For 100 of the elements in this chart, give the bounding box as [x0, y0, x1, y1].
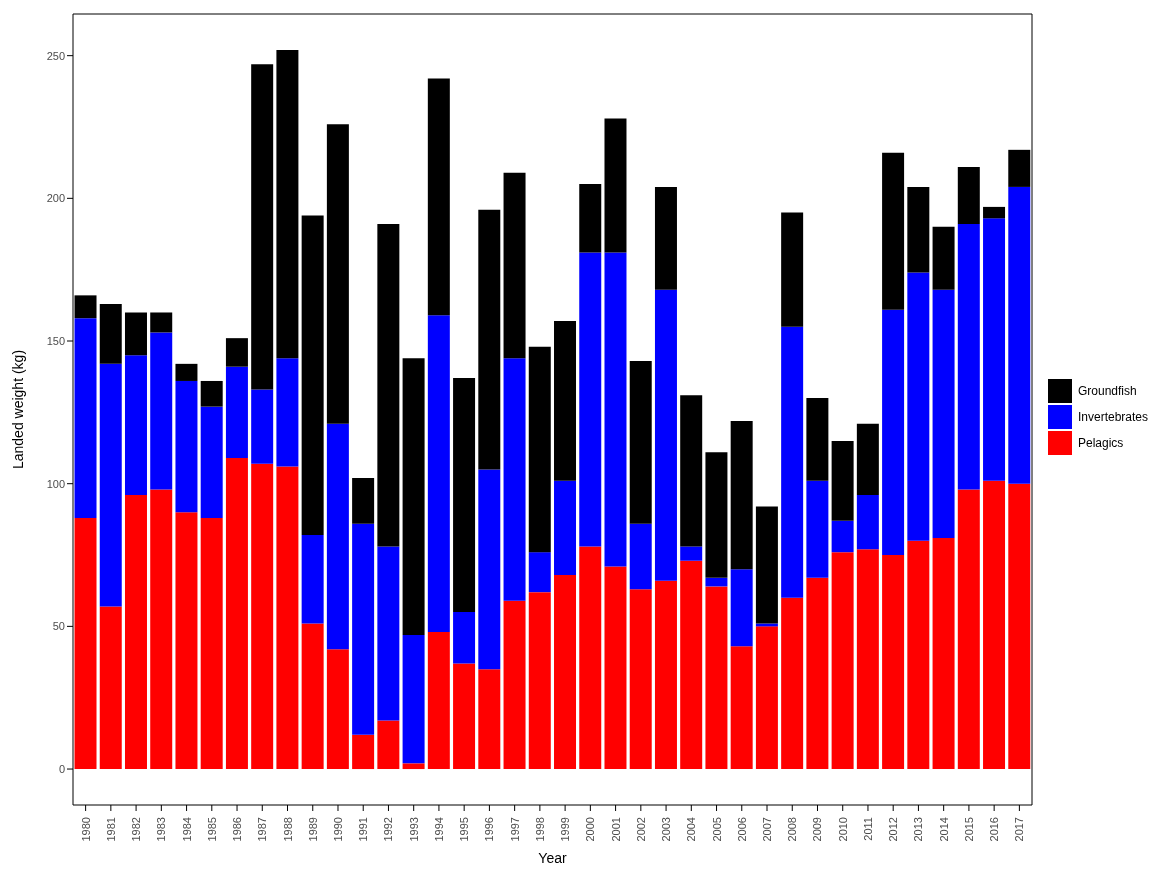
x-tick-label: 2011	[861, 817, 874, 841]
bar	[251, 463, 274, 770]
x-tick-label: 1984	[180, 817, 193, 842]
bar	[427, 315, 450, 633]
bar	[276, 358, 299, 467]
bar	[124, 312, 147, 356]
bar	[806, 577, 829, 770]
x-tick-label: 1993	[407, 817, 420, 842]
bar	[352, 523, 375, 735]
bar	[276, 466, 299, 770]
bar	[225, 366, 248, 459]
bar	[301, 623, 324, 770]
bar	[579, 184, 602, 253]
x-tick-label: 1995	[458, 817, 471, 842]
x-tick-label: 1988	[281, 817, 294, 842]
bar	[74, 318, 97, 518]
x-tick-label: 1997	[508, 817, 521, 842]
bar	[175, 380, 198, 513]
bar	[402, 763, 425, 770]
bar	[175, 512, 198, 770]
legend-label: Pelagics	[1078, 436, 1124, 450]
bar	[225, 458, 248, 770]
bar	[907, 186, 930, 273]
bar	[326, 423, 349, 650]
bar	[528, 346, 551, 553]
x-tick-label: 2015	[962, 817, 975, 842]
bar	[654, 580, 677, 770]
x-tick-label: 1980	[79, 817, 92, 842]
bar	[957, 489, 980, 770]
bar	[983, 218, 1006, 481]
bar	[276, 49, 299, 359]
x-tick-label: 2001	[609, 817, 622, 842]
x-tick-label: 2005	[710, 817, 723, 842]
x-tick-label: 2009	[811, 817, 824, 842]
bar	[124, 355, 147, 496]
bar	[604, 118, 627, 253]
bar	[705, 452, 728, 578]
bar	[326, 649, 349, 770]
bar	[326, 124, 349, 424]
x-tick-label: 1985	[205, 817, 218, 842]
bar	[554, 321, 577, 481]
bar	[528, 592, 551, 770]
x-tick-label: 1996	[483, 817, 496, 842]
bar	[831, 440, 854, 521]
bar	[705, 586, 728, 770]
bar	[680, 560, 703, 770]
bar	[882, 152, 905, 310]
x-tick-label: 2006	[735, 817, 748, 842]
bar	[402, 634, 425, 764]
bar	[856, 549, 879, 770]
bar	[705, 577, 728, 587]
bar	[831, 552, 854, 770]
x-tick-label: 2004	[685, 817, 698, 842]
bar	[604, 252, 627, 567]
bar	[629, 589, 652, 770]
x-axis-title: Year	[538, 850, 567, 866]
x-tick-label: 1981	[104, 817, 117, 842]
x-tick-label: 1982	[130, 817, 143, 842]
bar	[957, 166, 980, 225]
bar	[932, 289, 955, 538]
bar	[200, 380, 223, 407]
bar	[781, 212, 804, 327]
bar	[427, 78, 450, 316]
bar	[983, 206, 1006, 219]
bar	[730, 569, 753, 647]
bar	[629, 523, 652, 590]
bar	[377, 546, 400, 721]
bar	[301, 535, 324, 624]
y-tick-label: 100	[46, 477, 65, 490]
bar	[781, 326, 804, 598]
bar	[730, 420, 753, 570]
bar	[150, 332, 173, 490]
x-tick-label: 2003	[660, 817, 673, 842]
bar	[654, 186, 677, 290]
y-tick-label: 200	[46, 192, 65, 205]
bar	[478, 469, 501, 670]
bar	[882, 309, 905, 556]
bar	[377, 720, 400, 770]
y-tick-label: 50	[52, 620, 65, 633]
legend-label: Invertebrates	[1078, 410, 1149, 424]
y-tick-label: 0	[58, 762, 65, 775]
bar	[99, 606, 122, 770]
x-tick-label: 1983	[155, 817, 168, 842]
x-tick-label: 1986	[231, 817, 244, 842]
bar	[99, 303, 122, 364]
bar	[831, 520, 854, 553]
x-tick-label: 1990	[331, 817, 344, 842]
bar	[957, 224, 980, 490]
x-tick-label: 1991	[357, 817, 370, 842]
bar	[175, 363, 198, 381]
bar	[856, 495, 879, 550]
bar	[478, 669, 501, 770]
bar	[99, 363, 122, 607]
bar	[680, 546, 703, 561]
bar	[427, 632, 450, 770]
bar	[503, 358, 526, 601]
bar	[907, 272, 930, 541]
bar	[453, 378, 476, 613]
bar	[554, 480, 577, 576]
x-tick-label: 2008	[786, 817, 799, 842]
